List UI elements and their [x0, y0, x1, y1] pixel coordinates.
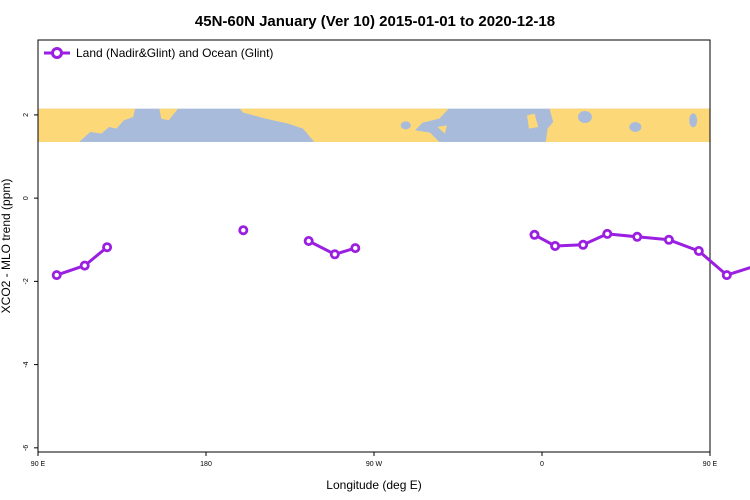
data-point — [550, 240, 561, 251]
series-line — [56, 246, 109, 277]
map-land — [545, 108, 710, 142]
data-point — [350, 243, 361, 254]
x-tick-label: 90 W — [366, 461, 383, 468]
map-land — [437, 125, 447, 134]
data-point — [721, 270, 732, 281]
map-land — [239, 108, 449, 142]
series-layer — [51, 225, 750, 281]
map-sea — [689, 113, 698, 128]
x-tick-label: 90 E — [703, 461, 718, 468]
legend: Land (Nadir&Glint) and Ocean (Glint) — [44, 46, 273, 60]
x-tick-label: 90 E — [31, 461, 46, 468]
series-line — [533, 232, 750, 277]
data-point — [51, 270, 62, 281]
map-strip — [38, 108, 710, 142]
data-point — [102, 242, 113, 253]
data-point — [529, 229, 540, 240]
x-tick-label: 0 — [540, 461, 544, 468]
data-point — [303, 235, 314, 246]
map-sea — [577, 110, 592, 123]
legend-label: Land (Nadir&Glint) and Ocean (Glint) — [76, 46, 273, 60]
map-land — [159, 108, 178, 121]
data-point — [602, 228, 613, 239]
y-tick-label: 0 — [23, 196, 30, 200]
map-sea — [400, 121, 411, 130]
y-tick-label: -6 — [23, 445, 30, 451]
chart-title: 45N-60N January (Ver 10) 2015-01-01 to 2… — [195, 13, 555, 30]
data-point — [693, 245, 704, 256]
data-point — [663, 234, 674, 245]
y-tick-label: -4 — [23, 361, 30, 367]
map-land — [38, 108, 136, 142]
map-land — [527, 113, 539, 129]
y-tick-label: 2 — [23, 113, 30, 117]
y-axis-label: XCO2 - MLO trend (ppm) — [0, 179, 13, 314]
data-point — [632, 231, 643, 242]
data-point — [329, 249, 340, 260]
map-sea — [629, 121, 642, 132]
data-point — [578, 239, 589, 250]
data-point — [79, 260, 90, 271]
data-point — [238, 225, 249, 236]
legend-marker — [51, 47, 63, 59]
y-axis: 2 0 -2 -4 -6 — [23, 113, 38, 451]
y-tick-label: -2 — [23, 278, 30, 284]
x-axis-label: Longitude (deg E) — [326, 478, 421, 492]
x-tick-label: 180 — [200, 461, 212, 468]
x-axis: 90 E 180 90 W 0 90 E — [31, 452, 718, 468]
plot-area — [37, 39, 711, 453]
